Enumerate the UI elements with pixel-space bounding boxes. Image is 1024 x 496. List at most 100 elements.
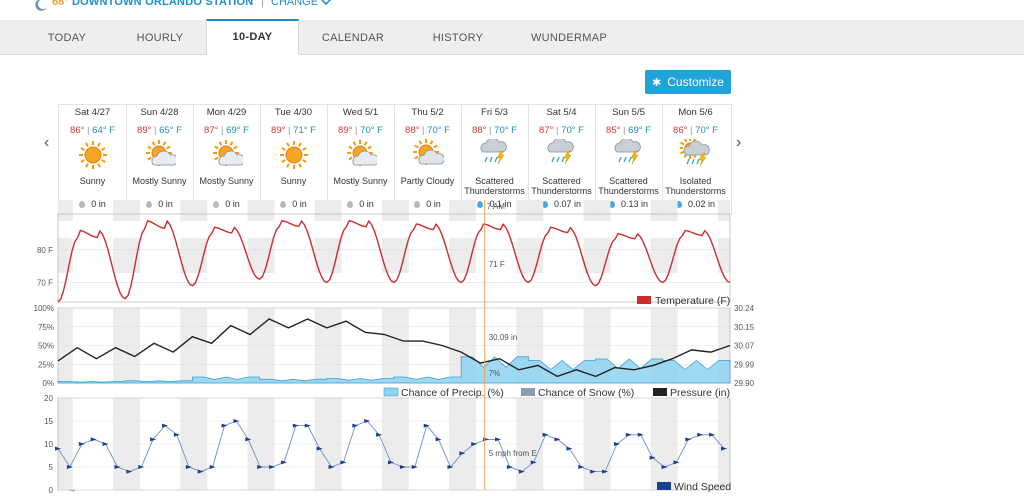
day-name: Tue 4/30: [274, 107, 313, 118]
pressure-legend: Pressure (in): [670, 387, 730, 399]
precip-y-tick: 0%: [42, 379, 54, 388]
raindrop-icon: [541, 201, 548, 208]
chevron-down-icon[interactable]: [320, 0, 332, 8]
day-card[interactable]: Fri 5/3 88° | 70° F Scattered Thunderstorms…: [461, 105, 529, 215]
tab-wundermap[interactable]: WUNDERMAP: [530, 32, 608, 44]
low-temp: 70° F: [427, 125, 450, 136]
condition: Sunny: [59, 176, 126, 186]
day-card[interactable]: Sat 5/4 87° | 70° F Scattered Thunderstorms…: [528, 105, 596, 215]
precip-amount: 0 in: [126, 199, 193, 209]
tab-calendar[interactable]: CALENDAR: [321, 32, 385, 44]
hi-lo: 89° | 71° F: [271, 125, 316, 136]
night-band: [247, 200, 260, 221]
temperature-legend-swatch: [637, 296, 651, 304]
condition-line: Sunny: [280, 176, 307, 186]
station-name[interactable]: DOWNTOWN ORLANDO STATION: [72, 0, 254, 8]
change-station-link[interactable]: CHANGE: [271, 0, 319, 8]
mostly-sunny-icon: [213, 140, 243, 166]
tab-today[interactable]: TODAY: [47, 32, 87, 44]
condition: Mostly Sunny: [193, 176, 260, 186]
pressure-y-tick: 30.15: [734, 323, 755, 332]
raindrop-icon: [675, 201, 682, 208]
precip-value: 0.13 in: [620, 199, 649, 209]
wind-arrow-icon: [697, 432, 704, 437]
day-card[interactable]: Tue 4/30 89° | 71° F Sunny 0 in: [260, 105, 328, 215]
prev-arrow-icon[interactable]: ‹: [44, 134, 50, 151]
precip-value: 0.02 in: [687, 199, 716, 209]
pressure-y-tick: 30.07: [734, 342, 755, 351]
high-temp: 85°: [606, 125, 621, 136]
wind-arrow-icon: [364, 419, 371, 423]
wind-arrow-icon: [566, 446, 573, 451]
night-band: [650, 200, 663, 221]
wind-arrow-icon: [447, 465, 454, 469]
day-card[interactable]: Wed 5/1 89° | 70° F Mostly Sunny 0 in: [327, 105, 395, 215]
day-name: Sat 5/4: [546, 107, 577, 118]
wind-arrow-icon: [399, 465, 406, 469]
moon-icon: [35, 0, 47, 11]
day-card[interactable]: Sat 4/27 86° | 64° F Sunny 0 in: [59, 105, 127, 215]
wind-arrow-icon: [590, 469, 597, 474]
wind-arrow-icon: [411, 465, 418, 469]
condition-line: Scattered: [542, 176, 581, 186]
condition-line: Mostly Sunny: [132, 176, 187, 186]
wind-arrow-icon: [114, 465, 121, 469]
high-temp: 87°: [204, 125, 219, 136]
sunny-icon: [280, 141, 308, 169]
precip-amount: 0 in: [394, 199, 461, 209]
day-name: Wed 5/1: [342, 107, 379, 118]
night-band: [314, 238, 327, 273]
wind-arrow-icon: [685, 437, 692, 442]
night-band: [516, 238, 529, 273]
hover-precip: 7%: [489, 369, 501, 378]
wind-arrow-icon: [471, 442, 478, 446]
gear-icon: ✱: [652, 77, 662, 89]
forecast-chart: 70 F 80 F 0% 29.90 25% 29.99 50% 30.07 75% 30.15 1…: [34, 200, 755, 495]
day-name: Mon 5/6: [678, 107, 713, 118]
night-band: [528, 238, 544, 273]
precip-amount: 0 in: [260, 199, 327, 209]
next-arrow-icon[interactable]: ›: [736, 134, 742, 151]
wind-arrow-icon: [90, 437, 97, 442]
hi-lo: 89° | 70° F: [338, 125, 383, 136]
tab-hourly[interactable]: HOURLY: [136, 32, 184, 44]
isolated-thunderstorm-icon: [680, 139, 710, 167]
high-temp: 88°: [472, 125, 487, 136]
raindrop-icon: [280, 201, 287, 208]
night-band: [449, 238, 462, 273]
wind-arrow-icon: [709, 432, 716, 437]
day-card[interactable]: Sun 5/5 85° | 69° F Scattered Thunderstorms…: [595, 105, 663, 215]
night-band: [180, 238, 193, 273]
customize-label: Customize: [667, 75, 724, 89]
condition-line: Partly Cloudy: [400, 176, 455, 186]
night-band: [717, 238, 730, 273]
night-band: [247, 238, 260, 273]
wind-arrow-icon: [602, 469, 609, 474]
low-temp: 69° F: [226, 125, 249, 136]
precip-amount: 0 in: [193, 199, 260, 209]
day-card[interactable]: Sun 4/28 89° | 65° F Mostly Sunny 0 in: [126, 105, 194, 215]
wind-y-tick: 0: [49, 486, 54, 495]
precip-value: 0.07 in: [553, 199, 582, 209]
night-band: [113, 200, 126, 221]
temperature-legend: Temperature (F): [655, 295, 730, 307]
wind-arrow-icon: [673, 460, 680, 465]
day-card[interactable]: Mon 5/6 86° | 70° F Isolated Thunderstorms 0…: [662, 105, 729, 215]
day-card[interactable]: Mon 4/29 87° | 69° F Mostly Sunny 0 in: [193, 105, 261, 215]
snow-legend: Chance of Snow (%): [538, 387, 634, 399]
wind-arrow-icon: [102, 442, 109, 446]
day-card[interactable]: Thu 5/2 88° | 70° F Partly Cloudy 0 in: [394, 105, 462, 215]
wind-arrow-icon: [292, 423, 299, 428]
tab-history[interactable]: HISTORY: [432, 32, 484, 44]
condition: Mostly Sunny: [327, 176, 394, 186]
tab-10-day[interactable]: 10-DAY: [206, 19, 299, 55]
temp-panel-frame: [57, 213, 731, 303]
pressure-y-tick: 30.24: [734, 304, 755, 313]
wind-y-tick: 5: [49, 463, 54, 472]
customize-button[interactable]: ✱ Customize: [645, 70, 731, 94]
high-temp: 89°: [271, 125, 286, 136]
low-temp: 70° F: [360, 125, 383, 136]
hover-pressure: 30.09 in: [489, 333, 517, 342]
wind-arrow-icon: [459, 451, 466, 456]
hover-time: 7 AM: [487, 202, 506, 211]
